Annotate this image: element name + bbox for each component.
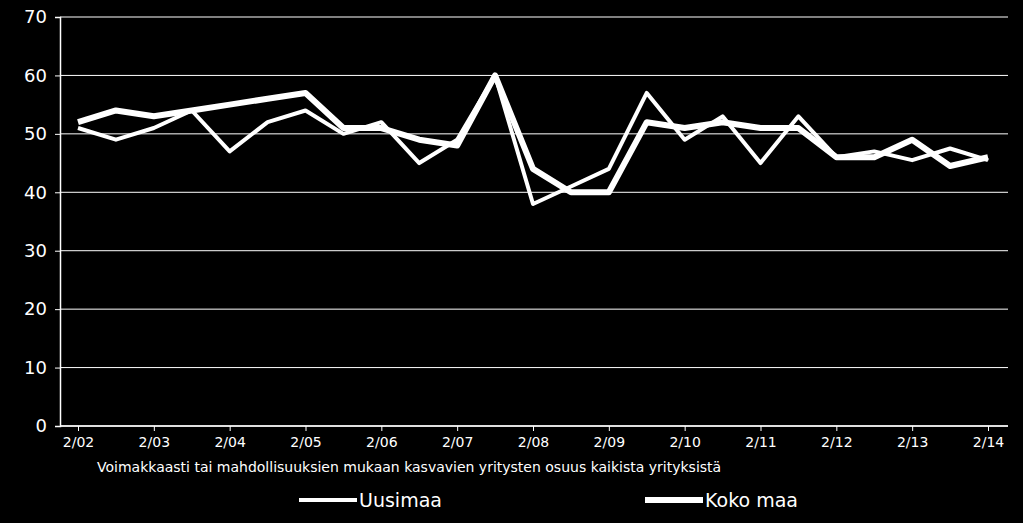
x-tick-label: 2/05 xyxy=(290,434,321,450)
y-axis: 0 10 20 30 40 50 60 70 xyxy=(24,6,60,436)
x-tick-label: 2/09 xyxy=(594,434,625,450)
x-tick-label: 2/14 xyxy=(973,434,1005,450)
y-tick: 60 xyxy=(24,65,60,86)
y-tick-label: 50 xyxy=(24,123,47,144)
grid-line xyxy=(60,133,1008,134)
x-tick-label: 2/13 xyxy=(897,434,928,450)
y-tick-mark xyxy=(55,368,60,369)
x-tick-label: 2/04 xyxy=(214,434,246,450)
x-tick: 2/10 xyxy=(669,426,700,450)
y-tick: 20 xyxy=(24,298,60,319)
background xyxy=(0,0,1023,523)
y-axis-line xyxy=(55,18,61,427)
x-tick-mark xyxy=(609,426,610,431)
x-tick-mark xyxy=(381,426,382,431)
x-tick-label: 2/10 xyxy=(669,434,700,450)
y-tick-mark xyxy=(55,192,60,193)
y-tick-mark xyxy=(55,426,60,427)
lines xyxy=(78,75,988,204)
grid-line xyxy=(60,75,1008,76)
y-tick-mark xyxy=(55,75,60,76)
x-tick-label: 2/12 xyxy=(821,434,852,450)
y-tick: 30 xyxy=(24,240,60,261)
x-tick: 2/08 xyxy=(518,426,549,450)
y-tick: 10 xyxy=(24,357,60,378)
x-tick-mark xyxy=(685,426,686,431)
y-tick-label: 10 xyxy=(24,357,47,378)
legend-swatch xyxy=(299,498,357,502)
y-tick-mark xyxy=(55,134,60,135)
x-tick-mark xyxy=(836,426,837,431)
x-tick: 2/04 xyxy=(214,426,246,450)
x-tick: 2/03 xyxy=(139,426,170,450)
legend: Uusimaa Koko maa xyxy=(299,489,798,511)
grid xyxy=(60,17,1008,426)
y-tick-label: 60 xyxy=(24,65,47,86)
x-tick-label: 2/03 xyxy=(139,434,170,450)
x-tick-mark xyxy=(988,426,989,431)
x-tick-label: 2/07 xyxy=(442,434,473,450)
x-tick: 2/02 xyxy=(63,426,94,450)
x-tick: 2/11 xyxy=(745,426,776,450)
x-tick-mark xyxy=(533,426,534,431)
grid-line xyxy=(60,250,1008,251)
x-tick-label: 2/08 xyxy=(518,434,549,450)
y-tick-mark xyxy=(55,309,60,310)
chart: 0102030405060702/022/032/042/052/062/072… xyxy=(0,0,1023,523)
x-tick: 2/14 xyxy=(973,426,1005,450)
x-axis: 2/02 2/03 2/04 2/05 2/06 2/07 2/08 2/09 2/10 2/11… xyxy=(60,426,1008,450)
series-line xyxy=(78,75,988,192)
x-tick-mark xyxy=(912,426,913,431)
x-tick: 2/06 xyxy=(366,426,398,450)
y-tick-label: 70 xyxy=(24,6,47,27)
y-tick: 70 xyxy=(24,6,60,27)
grid-line xyxy=(60,367,1008,368)
y-tick-mark xyxy=(55,251,60,252)
y-tick: 50 xyxy=(24,123,60,144)
x-tick-label: 2/06 xyxy=(366,434,398,450)
x-tick-label: 2/11 xyxy=(745,434,776,450)
x-axis-title: Voimakkaasti tai mahdollisuuksien mukaan… xyxy=(97,459,721,475)
grid-line xyxy=(60,192,1008,193)
x-tick: 2/05 xyxy=(290,426,321,450)
x-tick-mark xyxy=(230,426,231,431)
x-tick: 2/07 xyxy=(442,426,473,450)
y-tick-label: 30 xyxy=(24,240,47,261)
legend-swatch xyxy=(645,497,703,503)
series-line xyxy=(78,75,988,204)
y-tick-label: 40 xyxy=(24,182,47,203)
x-tick-mark xyxy=(154,426,155,431)
y-tick-label: 0 xyxy=(36,415,47,436)
x-tick-mark xyxy=(78,426,79,431)
legend-label: Uusimaa xyxy=(359,489,442,511)
x-tick: 2/09 xyxy=(594,426,625,450)
y-tick: 0 xyxy=(36,415,60,436)
x-tick-label: 2/02 xyxy=(63,434,94,450)
x-tick-mark xyxy=(306,426,307,431)
x-tick-mark xyxy=(457,426,458,431)
x-tick: 2/12 xyxy=(821,426,852,450)
y-tick-label: 20 xyxy=(24,298,47,319)
legend-label: Koko maa xyxy=(705,489,798,511)
x-tick-mark xyxy=(761,426,762,431)
grid-line xyxy=(60,17,1008,18)
grid-line xyxy=(60,309,1008,310)
x-tick: 2/13 xyxy=(897,426,928,450)
y-tick-mark xyxy=(55,17,60,18)
y-tick: 40 xyxy=(24,182,60,203)
